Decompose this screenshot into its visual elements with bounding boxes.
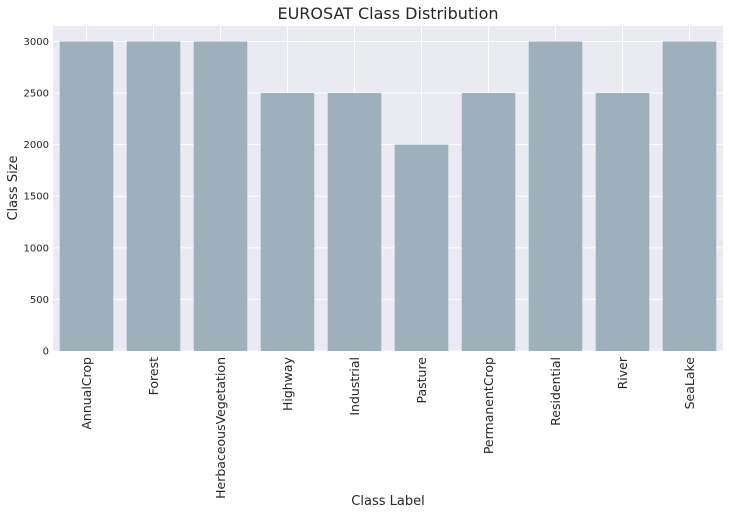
y-tick-label: 1500	[24, 192, 49, 203]
x-tick-label-highway: Highway	[280, 356, 295, 411]
x-tick-label-industrial: Industrial	[347, 357, 362, 416]
x-tick-label-herbaceousvegetation: HerbaceousVegetation	[213, 357, 228, 499]
y-tick-label: 1000	[24, 243, 49, 254]
y-tick-label: 500	[30, 295, 49, 306]
bar-industrial	[327, 93, 382, 352]
x-tick-label-river: River	[615, 356, 630, 389]
bar-permanentcrop	[461, 93, 516, 352]
x-tick-label-sealake: SeaLake	[682, 357, 697, 410]
bar-forest	[126, 41, 181, 351]
bar-residential	[528, 41, 583, 351]
bars	[59, 41, 717, 352]
x-tick-label-permanentcrop: PermanentCrop	[481, 357, 496, 454]
bar-herbaceousvegetation	[193, 41, 248, 351]
x-tick-label-pasture: Pasture	[414, 357, 429, 404]
chart-title: EUROSAT Class Distribution	[277, 4, 498, 23]
y-axis-ticks: 0 500 1000 1500 2000 2500 3000	[24, 37, 49, 358]
x-axis-label: Class Label	[351, 494, 424, 509]
y-tick-label: 2000	[24, 140, 49, 151]
bar-annualcrop	[59, 41, 114, 351]
x-tick-label-forest: Forest	[146, 357, 161, 395]
y-tick-label: 3000	[24, 37, 49, 48]
y-tick-label: 0	[43, 347, 49, 358]
bar-river	[595, 93, 650, 352]
y-axis-label: Class Size	[6, 155, 21, 220]
bar-highway	[260, 93, 315, 352]
x-tick-label-residential: Residential	[548, 357, 563, 426]
x-tick-label-annualcrop: AnnualCrop	[79, 357, 94, 430]
bar-pasture	[394, 144, 449, 351]
bar-sealake	[662, 41, 717, 351]
y-tick-label: 2500	[24, 89, 49, 100]
x-axis-ticks: AnnualCrop Forest HerbaceousVegetation High…	[79, 356, 697, 499]
